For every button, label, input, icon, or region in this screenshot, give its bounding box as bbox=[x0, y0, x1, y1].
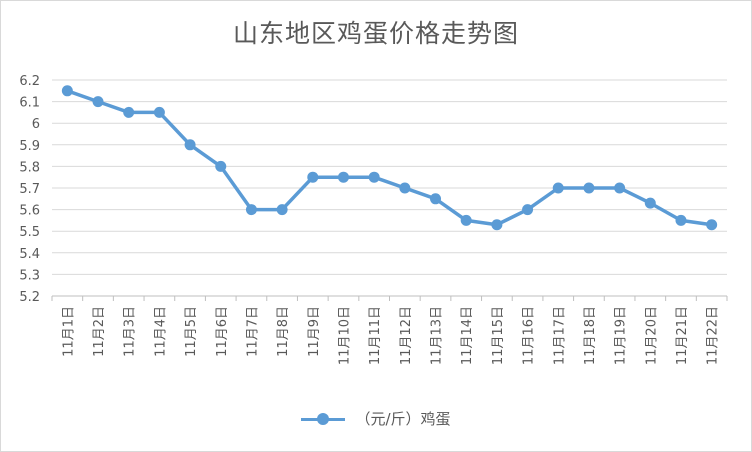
data-point bbox=[153, 106, 165, 118]
y-tick-label: 5.3 bbox=[19, 268, 40, 283]
x-tick-label: 11月20日 bbox=[644, 306, 659, 365]
data-point bbox=[644, 197, 656, 209]
x-tick-label: 11月14日 bbox=[460, 306, 475, 365]
x-tick-label: 11月2日 bbox=[92, 306, 107, 357]
y-tick-label: 6 bbox=[32, 117, 40, 132]
data-point bbox=[675, 214, 687, 226]
data-point bbox=[430, 193, 442, 205]
x-tick-label: 11月9日 bbox=[307, 306, 322, 357]
x-tick-label: 11月7日 bbox=[245, 306, 260, 357]
y-tick-label: 6.2 bbox=[19, 74, 40, 89]
y-tick-label: 5.5 bbox=[19, 225, 40, 240]
y-tick-label: 5.7 bbox=[19, 182, 40, 197]
x-tick-label: 11月6日 bbox=[215, 306, 230, 357]
legend-label: （元/斤）鸡蛋 bbox=[355, 410, 451, 428]
x-tick-label: 11月16日 bbox=[522, 306, 537, 365]
x-tick-label: 11月17日 bbox=[552, 306, 567, 365]
x-tick-label: 11月5日 bbox=[184, 306, 199, 357]
x-tick-label: 11月8日 bbox=[276, 306, 291, 357]
x-tick-label: 11月4日 bbox=[153, 306, 168, 357]
legend-swatch bbox=[301, 412, 346, 425]
data-point bbox=[184, 139, 196, 151]
x-tick-label: 11月13日 bbox=[430, 306, 445, 365]
x-tick-label: 11月11日 bbox=[368, 306, 383, 365]
x-axis: 11月1日 11月2日 11月3日 11月4日 11月5日 11月6日 11月7日 11月8日… bbox=[51, 295, 728, 365]
data-point bbox=[337, 171, 349, 183]
data-point bbox=[583, 182, 595, 194]
y-axis: 5.2 5.3 5.4 5.5 5.6 5.7 5.8 5.9 6 6.1 6.2 bbox=[19, 74, 40, 305]
y-tick-label: 6.1 bbox=[19, 96, 40, 111]
x-tick-label: 11月3日 bbox=[123, 306, 138, 357]
data-point bbox=[92, 96, 104, 108]
y-tick-label: 5.6 bbox=[19, 204, 40, 219]
x-tick-label: 11月1日 bbox=[61, 306, 76, 357]
legend: （元/斤）鸡蛋 bbox=[0, 408, 752, 429]
data-point bbox=[552, 182, 564, 194]
x-tick-label: 11月19日 bbox=[614, 306, 629, 365]
data-point bbox=[61, 85, 73, 97]
x-tick-label: 11月18日 bbox=[583, 306, 598, 365]
y-tick-label: 5.2 bbox=[19, 290, 40, 305]
y-tick-label: 5.4 bbox=[19, 247, 40, 262]
data-point bbox=[460, 214, 472, 226]
data-point bbox=[368, 171, 380, 183]
data-point bbox=[276, 204, 288, 216]
data-point bbox=[614, 182, 626, 194]
gridlines bbox=[52, 79, 727, 297]
x-tick-label: 11月10日 bbox=[337, 306, 352, 365]
data-point bbox=[307, 171, 319, 183]
x-tick-label: 11月22日 bbox=[706, 306, 721, 365]
legend-marker-icon bbox=[317, 412, 330, 425]
series-line bbox=[65, 89, 714, 227]
x-tick-label: 11月12日 bbox=[399, 306, 414, 365]
chart-title: 山东地区鸡蛋价格走势图 bbox=[232, 19, 519, 48]
data-point bbox=[491, 219, 503, 231]
series-layer bbox=[61, 85, 718, 231]
data-point bbox=[245, 204, 257, 216]
y-tick-label: 5.8 bbox=[19, 160, 40, 175]
x-tick-label: 11月15日 bbox=[491, 306, 506, 365]
data-point bbox=[522, 204, 534, 216]
data-point bbox=[706, 219, 718, 231]
y-tick-label: 5.9 bbox=[19, 139, 40, 154]
data-point bbox=[123, 106, 135, 118]
data-point bbox=[215, 160, 227, 172]
x-tick-label: 11月21日 bbox=[675, 306, 690, 365]
data-point bbox=[399, 182, 411, 194]
